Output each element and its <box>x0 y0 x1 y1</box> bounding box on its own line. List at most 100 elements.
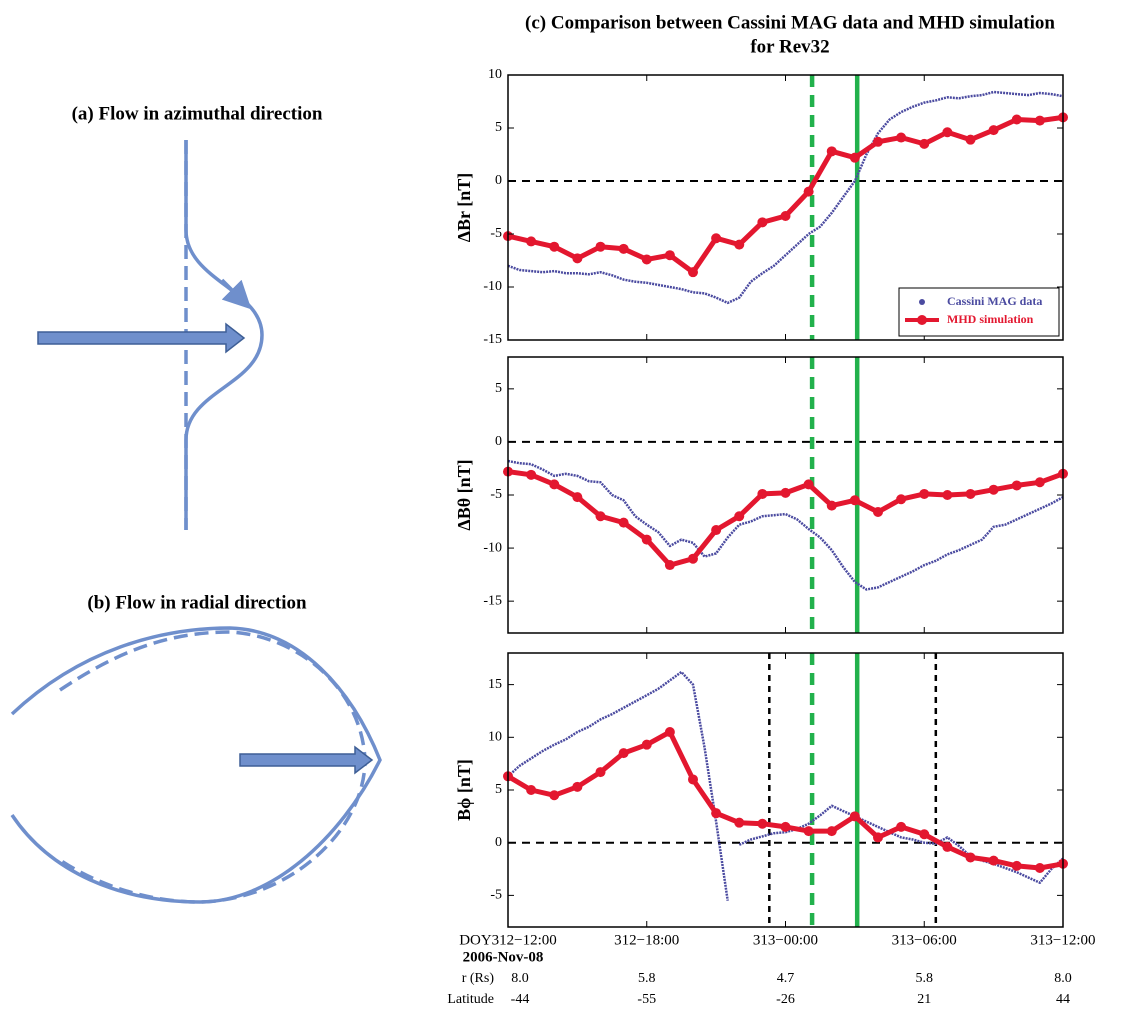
marker <box>757 489 767 499</box>
marker <box>919 139 929 149</box>
marker <box>688 267 698 277</box>
marker <box>896 822 906 832</box>
y-tick-label: -10 <box>483 540 502 555</box>
marker <box>942 490 952 500</box>
marker <box>804 187 814 197</box>
date-label: 2006-Nov-08 <box>463 949 544 965</box>
marker <box>1012 861 1022 871</box>
chart-title: for Rev32 <box>750 36 829 57</box>
x-tick-label: DOY312−12:00 <box>459 932 557 948</box>
y-tick-label: 0 <box>495 173 502 188</box>
y-axis-label: Bϕ [nT] <box>454 759 474 821</box>
marker <box>1035 116 1045 126</box>
x-tick-label: 313−06:00 <box>892 932 957 948</box>
marker <box>966 489 976 499</box>
simulation-line <box>508 472 1063 565</box>
marker <box>942 842 952 852</box>
y-tick-label: 5 <box>495 381 502 396</box>
marker <box>549 479 559 489</box>
marker <box>1035 863 1045 873</box>
row-value: -26 <box>776 992 795 1007</box>
dashed-field-line <box>60 632 365 902</box>
marker <box>781 488 791 498</box>
y-axis-label: ΔBr [nT] <box>454 173 474 242</box>
marker <box>642 740 652 750</box>
row-value: 5.8 <box>638 971 656 986</box>
marker <box>572 253 582 263</box>
y-tick-label: 0 <box>495 434 502 449</box>
marker <box>919 829 929 839</box>
y-tick-label: -5 <box>490 487 502 502</box>
marker <box>804 479 814 489</box>
row-value: 44 <box>1056 992 1070 1007</box>
marker <box>734 511 744 521</box>
data-line <box>508 672 1063 901</box>
y-tick-label: -5 <box>490 226 502 241</box>
marker <box>873 137 883 147</box>
row-value: -55 <box>637 992 656 1007</box>
marker <box>896 494 906 504</box>
row-value: 8.0 <box>1054 971 1072 986</box>
marker <box>850 811 860 821</box>
marker <box>596 767 606 777</box>
marker <box>757 217 767 227</box>
marker <box>711 808 721 818</box>
marker <box>781 822 791 832</box>
simulation-line <box>508 732 1063 868</box>
marker <box>966 135 976 145</box>
row-label: Latitude <box>447 992 494 1007</box>
marker <box>989 856 999 866</box>
marker <box>966 852 976 862</box>
marker <box>873 507 883 517</box>
marker <box>850 495 860 505</box>
marker <box>1035 477 1045 487</box>
y-tick-label: -15 <box>483 332 502 347</box>
y-tick-label: 10 <box>488 67 502 82</box>
marker <box>873 832 883 842</box>
marker <box>688 554 698 564</box>
marker <box>526 470 536 480</box>
simulation-line <box>508 117 1063 272</box>
marker <box>665 250 675 260</box>
marker <box>711 233 721 243</box>
diagram-b-title: (b) Flow in radial direction <box>87 592 307 613</box>
marker <box>619 244 629 254</box>
row-label: r (Rs) <box>462 971 495 986</box>
marker <box>734 240 744 250</box>
marker <box>596 511 606 521</box>
marker <box>850 153 860 163</box>
diagram-a-title: (a) Flow in azimuthal direction <box>72 103 323 124</box>
marker <box>827 501 837 511</box>
row-value: 4.7 <box>777 971 795 986</box>
marker <box>526 236 536 246</box>
marker <box>919 489 929 499</box>
marker <box>989 125 999 135</box>
marker <box>896 133 906 143</box>
flow-arrow <box>38 324 244 352</box>
x-tick-label: 312−18:00 <box>614 932 679 948</box>
marker <box>642 254 652 264</box>
plot-frame <box>508 653 1063 927</box>
marker <box>665 727 675 737</box>
flow-arrow <box>240 747 372 773</box>
y-tick-label: -5 <box>490 888 502 903</box>
chart-title: (c) Comparison between Cassini MAG data … <box>525 12 1055 33</box>
marker <box>804 826 814 836</box>
marker <box>734 818 744 828</box>
marker <box>989 485 999 495</box>
page: { "diagrams": {"a_title": "(a) Flow in a… <box>0 0 1134 1011</box>
curve-arrowhead <box>222 280 244 302</box>
legend-label: MHD simulation <box>947 312 1034 326</box>
marker <box>942 127 952 137</box>
x-tick-label: 313−12:00 <box>1030 932 1095 948</box>
y-tick-label: -15 <box>483 593 502 608</box>
legend-label: Cassini MAG data <box>947 294 1042 308</box>
row-value: 21 <box>917 992 931 1007</box>
legend-swatch <box>919 299 925 305</box>
marker <box>1012 115 1022 125</box>
marker <box>827 146 837 156</box>
y-tick-label: -10 <box>483 279 502 294</box>
row-value: 5.8 <box>916 971 934 986</box>
y-tick-label: 5 <box>495 120 502 135</box>
marker <box>757 819 767 829</box>
